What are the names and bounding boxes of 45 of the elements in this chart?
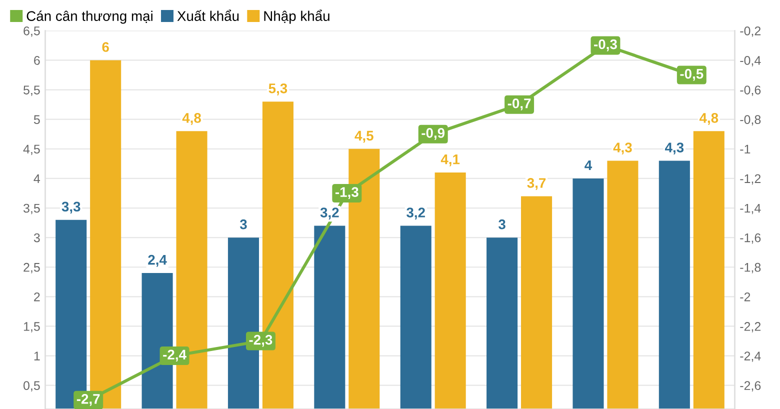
- y-tick-label: 2,5: [24, 262, 40, 274]
- data-label: 4,1: [440, 154, 460, 166]
- y2-tick-label: -0,8: [740, 115, 761, 126]
- data-label: 3: [498, 219, 506, 230]
- data-label: 4,8: [182, 113, 201, 125]
- y-tick-label: 5: [34, 115, 40, 124]
- y-tick-label: 3: [34, 233, 40, 242]
- data-label: 2,4: [148, 254, 167, 267]
- y2-tick-label: -0,4: [740, 56, 761, 66]
- y2-tick-label: -2,6: [740, 381, 761, 392]
- y2-tick-label: -0,2: [740, 26, 761, 37]
- y2-tick-label: -2,2: [740, 322, 761, 332]
- y2-tick-label: -1,8: [740, 262, 761, 274]
- y-tick-label: 1,5: [24, 322, 40, 332]
- y2-tick-label: -1,2: [740, 174, 761, 185]
- data-label: 3,2: [320, 208, 339, 220]
- y-tick-label: 4,5: [23, 144, 40, 156]
- y-tick-label: 2: [34, 292, 40, 302]
- y2-tick-label: -1: [740, 144, 750, 154]
- data-label: 3: [240, 219, 247, 230]
- y-tick-label: 0,5: [23, 381, 40, 392]
- data-label: 4,8: [699, 113, 718, 125]
- y-tick-label: 6: [34, 56, 40, 65]
- legend-label: Xuất khẩu: [177, 10, 239, 21]
- y-tick-label: 4: [34, 174, 40, 183]
- data-label: 3,2: [406, 208, 425, 220]
- data-label: 5,3: [268, 83, 288, 96]
- data-label: 4,5: [354, 130, 374, 143]
- y-tick-label: 3,5: [23, 204, 40, 214]
- data-label: 3,3: [62, 202, 80, 214]
- y2-tick-label: -1,6: [740, 233, 761, 244]
- legend-label: Nhập khẩu: [264, 10, 330, 24]
- data-label: 4: [584, 160, 592, 170]
- y-tick-label: 6,5: [24, 26, 40, 37]
- legend-label: Cán cân thương mại: [26, 10, 152, 24]
- y2-tick-label: -1,4: [740, 204, 761, 214]
- y-tick-label: 1: [34, 352, 40, 360]
- y2-tick-label: -2: [740, 292, 750, 302]
- data-label: 4,3: [613, 142, 632, 154]
- y2-tick-label: -2,4: [740, 352, 761, 362]
- y2-tick-label: -0,6: [740, 86, 761, 96]
- y-tick-label: 5,5: [24, 86, 40, 96]
- data-label: 4,3: [664, 142, 684, 154]
- data-label: 6: [102, 42, 109, 52]
- data-label: 3,7: [527, 178, 546, 190]
